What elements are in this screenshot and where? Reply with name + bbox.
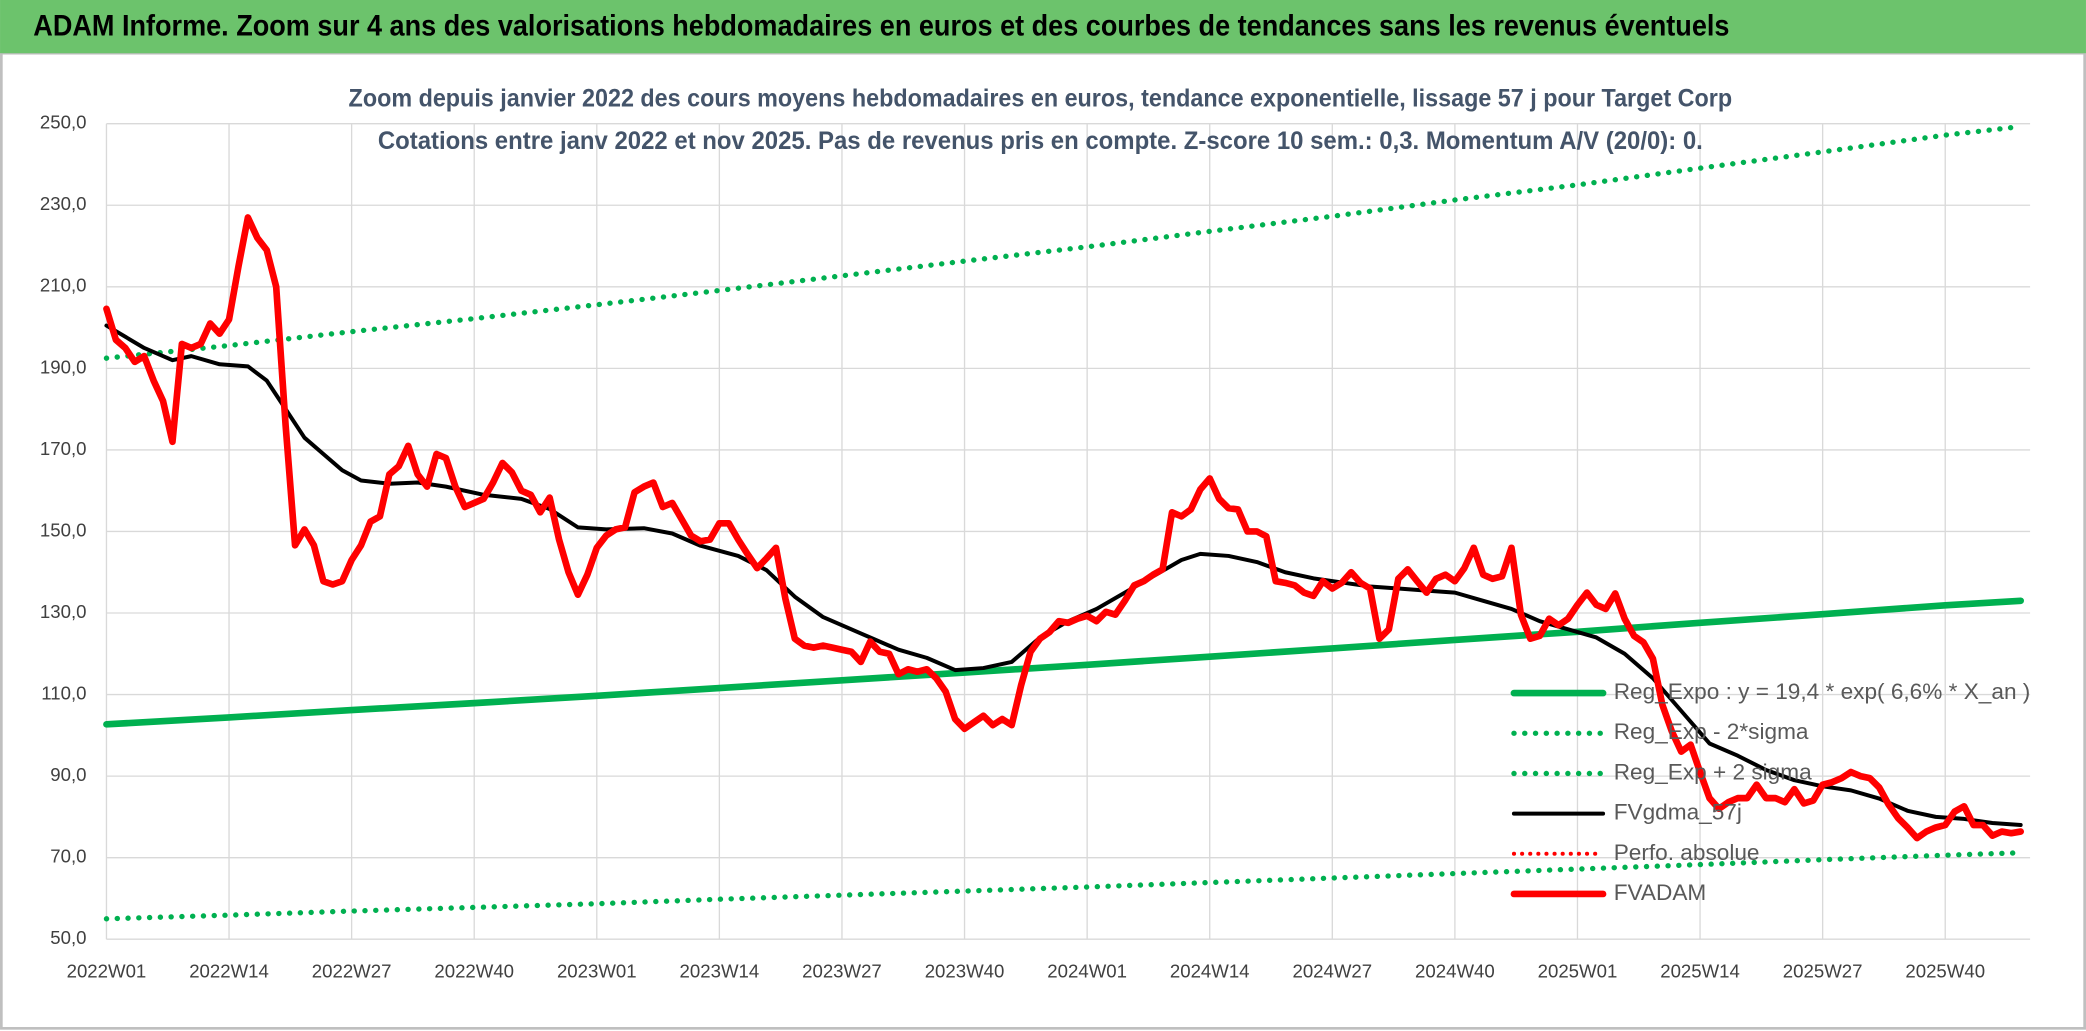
x-tick-label: 2022W40 — [434, 960, 514, 981]
y-tick-label: 190,0 — [40, 356, 87, 377]
x-tick-label: 2025W01 — [1538, 960, 1618, 981]
legend-label: Reg_Exp + 2 sigma — [1614, 759, 1812, 784]
x-tick-label: 2022W27 — [312, 960, 392, 981]
y-tick-label: 150,0 — [40, 519, 87, 540]
y-tick-label: 90,0 — [50, 764, 86, 785]
x-tick-label: 2023W14 — [680, 960, 760, 981]
x-tick-label: 2023W27 — [802, 960, 882, 981]
legend-label: Reg_Expo : y = 19,4 * exp( 6,6% * X_an ) — [1614, 679, 2031, 704]
y-tick-label: 230,0 — [40, 193, 87, 214]
header-title: ADAM Informe. Zoom sur 4 ans des valoris… — [33, 11, 1729, 43]
x-tick-label: 2023W40 — [925, 960, 1005, 981]
x-tick-label: 2025W14 — [1660, 960, 1740, 981]
x-tick-label: 2023W01 — [557, 960, 637, 981]
x-tick-label: 2025W27 — [1783, 960, 1863, 981]
y-tick-label: 110,0 — [41, 682, 86, 703]
y-tick-label: 250,0 — [40, 112, 87, 133]
x-tick-label: 2024W27 — [1292, 960, 1372, 981]
chart-title: Zoom depuis janvier 2022 des cours moyen… — [349, 84, 1733, 112]
x-tick-label: 2022W01 — [67, 960, 147, 981]
y-tick-label: 50,0 — [50, 927, 86, 948]
x-tick-label: 2024W40 — [1415, 960, 1495, 981]
legend-label: Reg_Exp - 2*sigma — [1614, 719, 1809, 744]
x-tick-label: 2022W14 — [189, 960, 269, 981]
series-line — [103, 123, 2024, 361]
y-tick-label: 210,0 — [40, 275, 87, 296]
x-tick-label: 2024W14 — [1170, 960, 1250, 981]
series-line — [103, 214, 2024, 842]
series-line — [103, 850, 2024, 922]
x-tick-label: 2025W40 — [1905, 960, 1985, 981]
legend-label: FVADAM — [1614, 880, 1707, 905]
plot-area: 50,0 70,0 90,0 110,0 130,0 150,0 170,0 190,0 210… — [40, 112, 2030, 982]
header-bar — [0, 0, 2086, 54]
x-tick-label: 2024W01 — [1047, 960, 1127, 981]
legend-label: FVgdma_57j — [1614, 800, 1742, 825]
chart-subtitle: Cotations entre janv 2022 et nov 2025. P… — [378, 127, 1703, 155]
y-tick-label: 70,0 — [50, 846, 86, 867]
y-tick-label: 130,0 — [40, 601, 87, 622]
series-line — [103, 597, 2024, 728]
legend-label: Perfo. absolue — [1614, 840, 1760, 865]
y-tick-label: 170,0 — [40, 438, 87, 459]
